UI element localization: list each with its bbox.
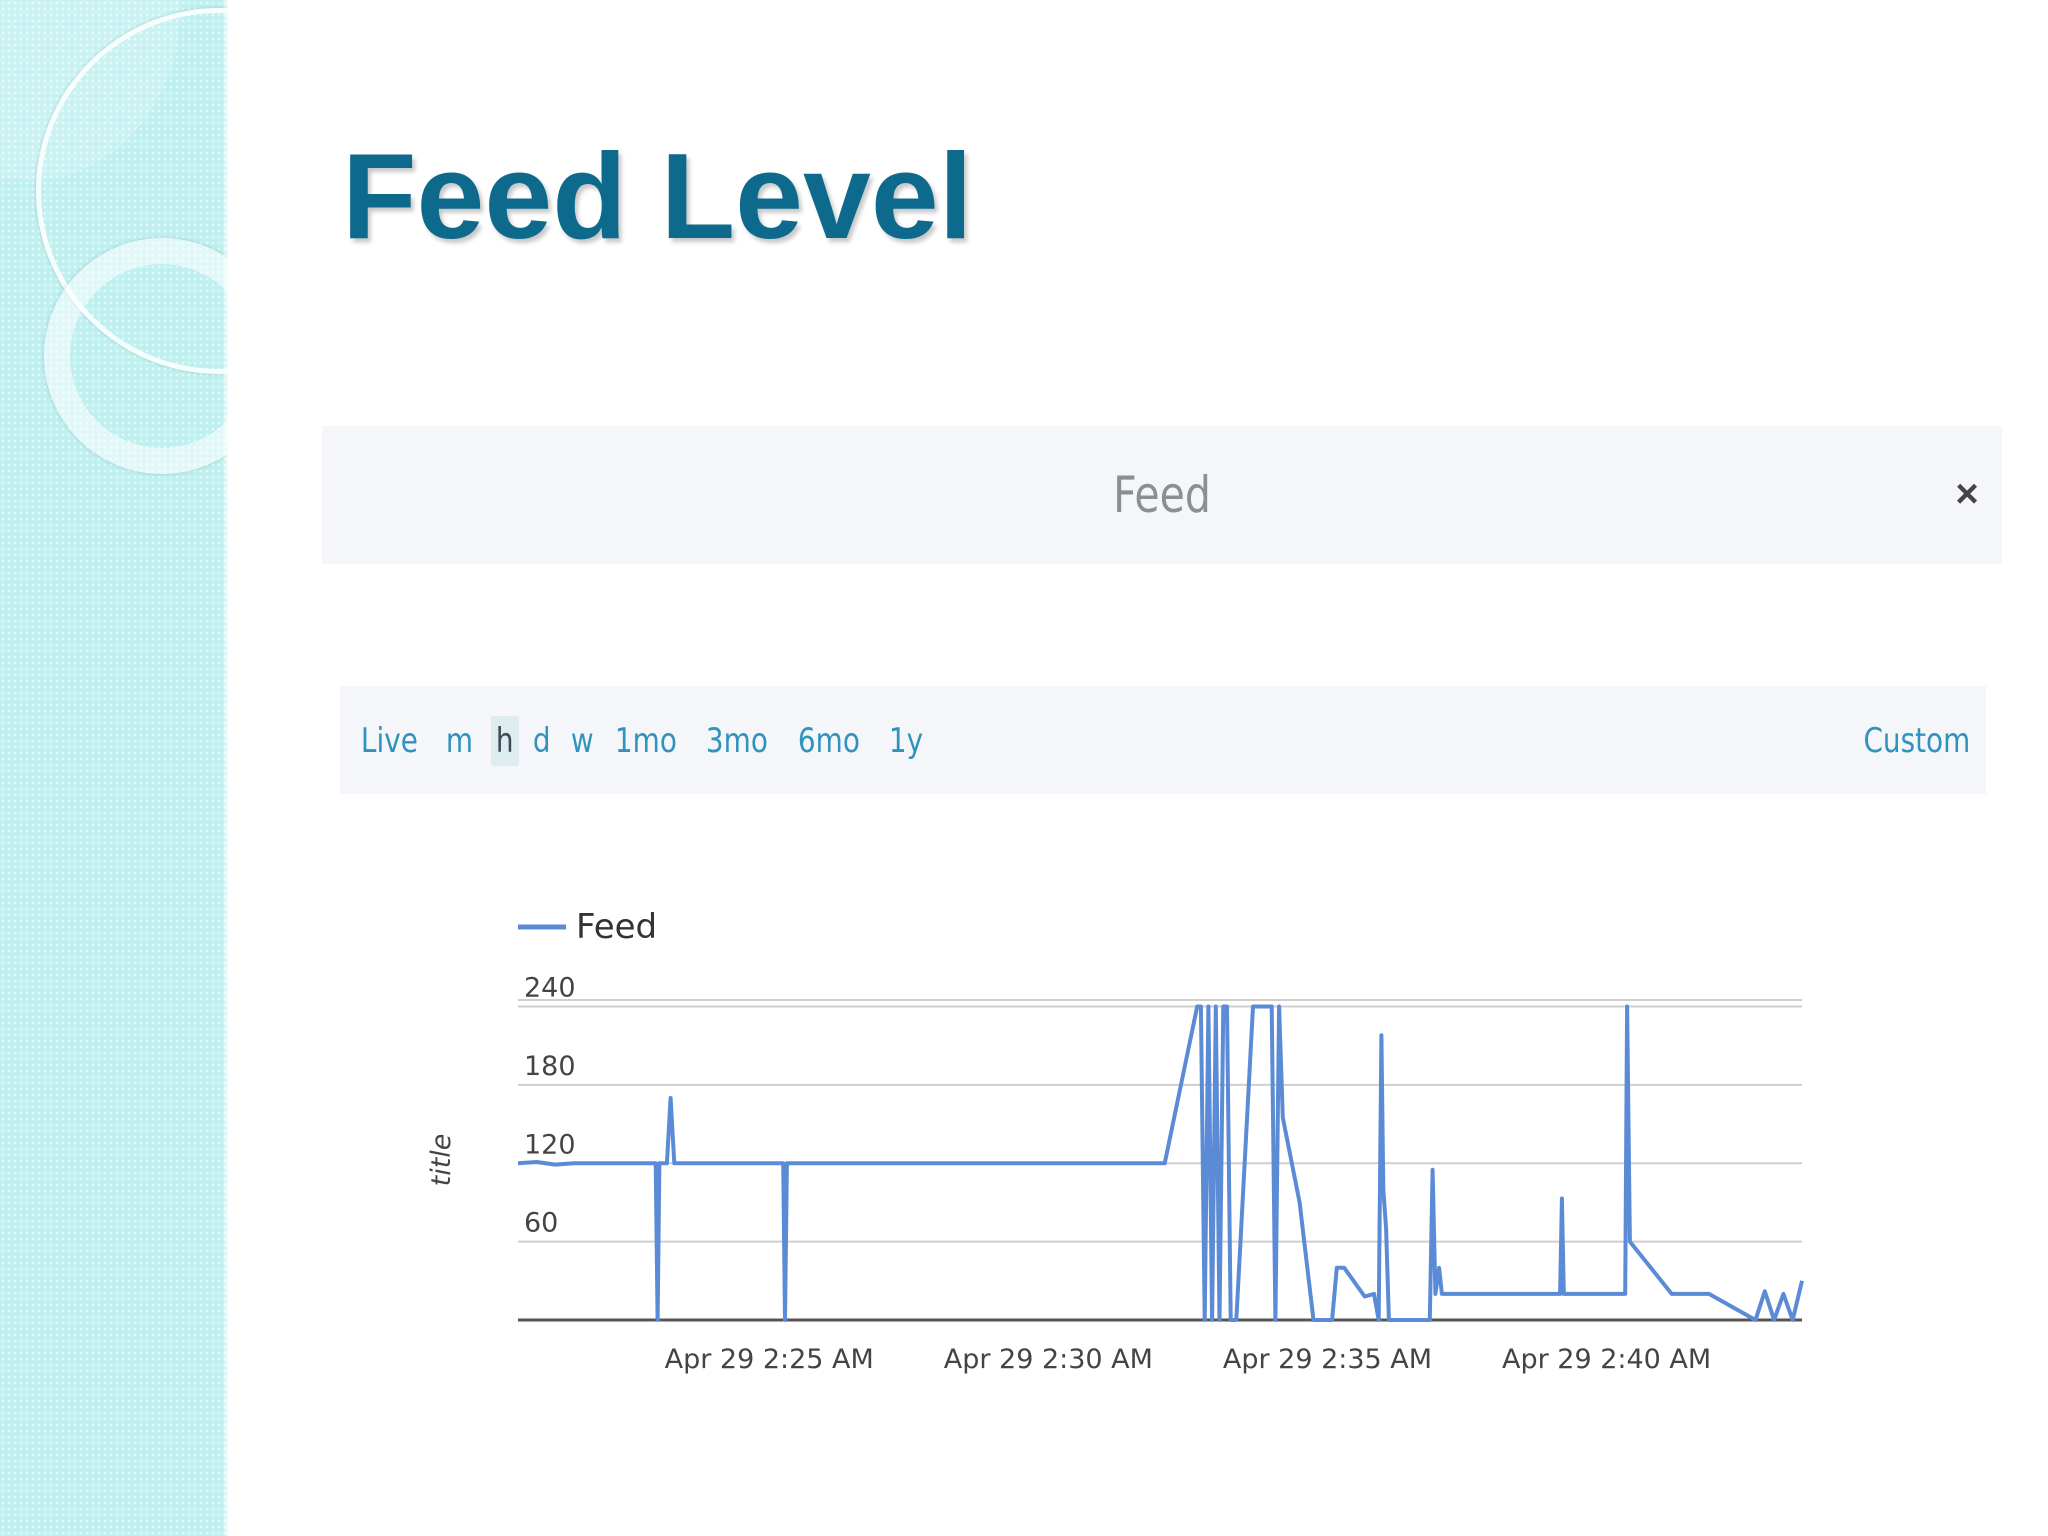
modal-header: Feed ×: [322, 426, 2002, 564]
custom-range-button[interactable]: Custom: [1863, 721, 1970, 761]
time-range-buttons: Live m h d w 1mo 3mo 6mo 1y: [356, 716, 942, 766]
y-axis-label: title: [426, 1134, 457, 1187]
chart-legend: Feed: [518, 907, 657, 947]
x-tick-label: Apr 29 2:25 AM: [665, 1344, 874, 1375]
range-button-hour[interactable]: h: [490, 716, 519, 766]
range-button-3-months[interactable]: 3mo: [706, 721, 768, 761]
range-button-6-months[interactable]: 6mo: [797, 721, 860, 761]
chart-series: [517, 1004, 1804, 1322]
chart-gridlines: [518, 999, 1802, 1322]
y-tick-label: 240: [524, 973, 576, 1004]
slide-title: Feed Level: [342, 128, 973, 264]
range-button-week[interactable]: w: [570, 721, 594, 761]
x-tick-label: Apr 29 2:35 AM: [1223, 1344, 1432, 1375]
time-range-toolbar: Live m h d w 1mo 3mo 6mo 1y Custom: [340, 686, 1986, 794]
y-tick-label: 180: [524, 1051, 576, 1082]
y-tick-label: 120: [524, 1129, 576, 1160]
x-tick-label: Apr 29 2:30 AM: [944, 1344, 1153, 1375]
close-icon[interactable]: ×: [1955, 472, 1979, 516]
range-button-day[interactable]: d: [533, 721, 551, 761]
series-line-feed[interactable]: [517, 1004, 1804, 1322]
range-button-live[interactable]: Live: [360, 721, 418, 761]
y-tick-label: 60: [524, 1208, 558, 1239]
range-button-minute[interactable]: m: [446, 721, 474, 761]
x-axis-ticks: Apr 29 2:25 AM Apr 29 2:30 AM Apr 29 2:35 …: [665, 1344, 1712, 1375]
range-button-1-month[interactable]: 1mo: [614, 721, 677, 761]
range-button-1-year[interactable]: 1y: [889, 721, 924, 761]
modal-title: Feed: [1113, 466, 1211, 524]
x-tick-label: Apr 29 2:40 AM: [1502, 1344, 1711, 1375]
y-axis-ticks: 60 120 180 240: [524, 973, 576, 1239]
legend-label-feed[interactable]: Feed: [576, 907, 657, 947]
